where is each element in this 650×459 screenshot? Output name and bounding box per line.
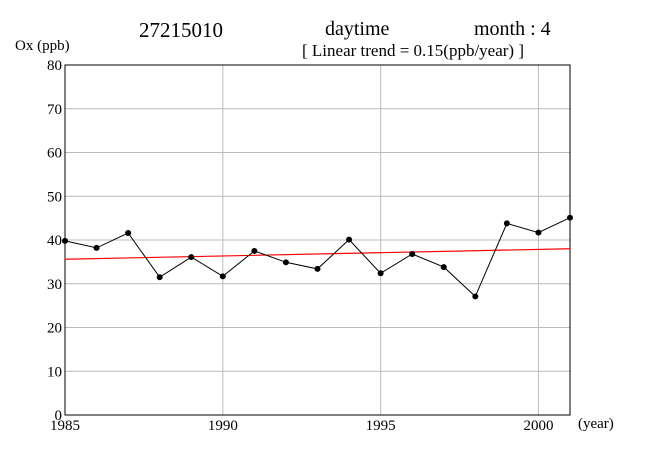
y-tick-label: 10 bbox=[47, 364, 62, 380]
data-point bbox=[314, 265, 321, 272]
y-axis-label: Ox (ppb) bbox=[15, 38, 70, 54]
period-label: daytime bbox=[325, 18, 390, 40]
month-label: month : 4 bbox=[474, 18, 551, 40]
data-point bbox=[93, 244, 100, 251]
x-tick-label: 1990 bbox=[208, 418, 238, 434]
data-point bbox=[125, 230, 132, 236]
y-tick-label: 70 bbox=[47, 102, 62, 118]
trend-label: [ Linear trend = 0.15(ppb/year) ] bbox=[302, 41, 524, 60]
y-tick-label: 30 bbox=[47, 277, 62, 293]
station-code: 27215010 bbox=[139, 18, 223, 42]
data-point bbox=[62, 237, 68, 244]
y-tick-label: 60 bbox=[47, 146, 62, 162]
data-point bbox=[188, 254, 195, 261]
data-point bbox=[219, 273, 226, 280]
series-line bbox=[64, 217, 571, 298]
y-tick-label: 40 bbox=[47, 233, 62, 249]
data-point bbox=[282, 259, 289, 266]
data-point bbox=[440, 264, 447, 271]
data-point bbox=[156, 274, 163, 281]
y-tick-label: 50 bbox=[47, 189, 62, 205]
trend-line bbox=[64, 248, 571, 260]
y-tick-label: 20 bbox=[47, 321, 62, 337]
data-point bbox=[503, 220, 510, 227]
x-tick-label: 2000 bbox=[523, 418, 553, 434]
data-point bbox=[346, 236, 353, 243]
x-tick-label: 1995 bbox=[366, 418, 396, 434]
x-axis-label: (year) bbox=[578, 416, 614, 432]
data-point bbox=[567, 214, 573, 221]
x-tick-label: 1985 bbox=[50, 418, 80, 434]
y-tick-label: 80 bbox=[47, 58, 62, 74]
data-point bbox=[251, 247, 258, 254]
data-point bbox=[377, 270, 384, 277]
data-point bbox=[535, 229, 542, 236]
data-point bbox=[472, 293, 479, 300]
y-tick-label: 0 bbox=[55, 408, 63, 424]
data-point bbox=[409, 251, 416, 257]
